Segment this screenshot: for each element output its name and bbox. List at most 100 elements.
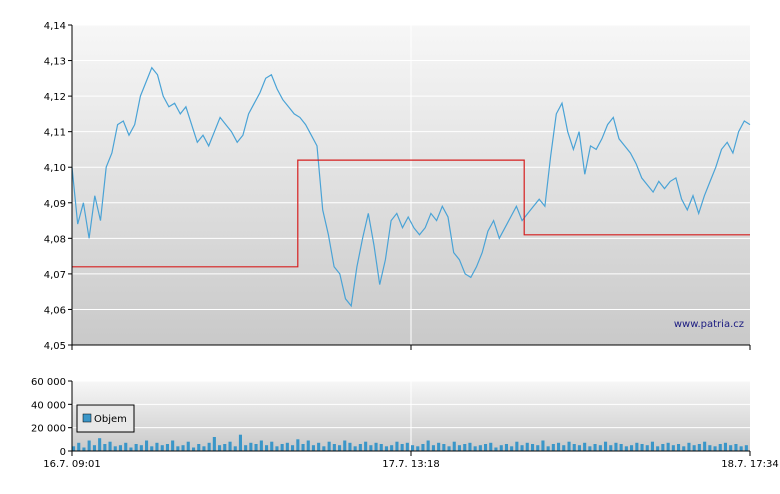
volume-bar (160, 445, 164, 451)
price-y-tick-label: 4,08 (44, 234, 66, 245)
volume-bar (640, 444, 644, 451)
volume-bar (369, 445, 373, 451)
volume-bar (708, 445, 712, 451)
volume-bar (348, 442, 352, 451)
reference-line-group (72, 159, 750, 268)
volume-bar (666, 442, 670, 451)
price-y-tick-label: 4,09 (44, 199, 66, 210)
volume-bar (139, 445, 143, 451)
volume-bar (604, 441, 608, 451)
volume-bar (635, 442, 639, 451)
volume-bar (238, 434, 242, 451)
x-tick-label: 17.7. 13:18 (382, 459, 439, 470)
volume-bar (358, 444, 362, 451)
volume-bar (395, 441, 399, 451)
volume-bar (583, 442, 587, 451)
volume-bar (400, 444, 404, 451)
volume-bar (150, 446, 154, 451)
volume-x-ticks (71, 451, 751, 456)
volume-bar (364, 441, 368, 451)
volume-bar (452, 441, 456, 451)
price-y-tick-label: 4,05 (44, 341, 66, 352)
price-y-tick-label: 4,11 (44, 128, 66, 139)
volume-bar (593, 444, 597, 451)
volume-bar (244, 445, 248, 451)
volume-bar (176, 446, 180, 451)
price-y-tick-label: 4,06 (44, 305, 66, 316)
volume-bar (661, 444, 665, 451)
volume-bar (473, 446, 477, 451)
volume-bar (437, 442, 441, 451)
price-grid (72, 24, 750, 345)
volume-bar (697, 444, 701, 451)
x-axis-labels: 16.7. 09:01 17.7. 13:18 18.7. 17:34 (43, 459, 778, 470)
legend-label: Objem (94, 414, 127, 425)
volume-bar (108, 441, 112, 451)
volume-bar (744, 445, 748, 451)
volume-bar (536, 445, 540, 451)
volume-y-tick-label: 40 000 (31, 400, 66, 411)
volume-bar (442, 444, 446, 451)
price-line-group (71, 66, 751, 308)
volume-bar (577, 445, 581, 451)
volume-bar (416, 446, 420, 451)
volume-bar (499, 445, 503, 451)
legend-swatch (82, 413, 92, 423)
volume-bar (588, 446, 592, 451)
volume-bar (515, 441, 519, 451)
volume-bar (468, 442, 472, 451)
volume-bar (118, 445, 122, 451)
volume-bar (155, 442, 159, 451)
volume-bar (718, 444, 722, 451)
volume-bar (103, 444, 107, 451)
volume-bar (223, 444, 227, 451)
volume-bar (734, 444, 738, 451)
volume-bar (520, 445, 524, 451)
volume-bar (207, 442, 211, 451)
volume-bar (124, 442, 128, 451)
volume-bar (77, 442, 81, 451)
volume-bar (562, 445, 566, 451)
volume-bar (411, 445, 415, 451)
price-y-tick-label: 4,12 (44, 92, 66, 103)
volume-bar (259, 440, 263, 451)
volume-bar (218, 445, 222, 451)
price-y-axis: 4,05 4,06 4,07 4,08 4,09 4,10 4,11 4,12 4,13 4,14 (44, 21, 72, 352)
volume-y-tick-label: 20 000 (31, 424, 66, 435)
volume-bar (197, 444, 201, 451)
volume-bar (567, 441, 571, 451)
volume-bar (671, 445, 675, 451)
volume-bar (677, 444, 681, 451)
volume-bar (87, 440, 91, 451)
volume-bar (317, 442, 321, 451)
volume-y-tick-label: 60 000 (31, 377, 66, 388)
volume-bars (72, 434, 748, 451)
volume-bar (489, 442, 493, 451)
volume-bar (609, 445, 613, 451)
volume-bar (405, 442, 409, 451)
volume-bar (551, 444, 555, 451)
volume-bar (113, 446, 117, 451)
price-y-tick-label: 4,14 (44, 21, 66, 32)
price-y-tick-label: 4,13 (44, 57, 66, 68)
volume-bar (353, 446, 357, 451)
volume-bar (181, 445, 185, 451)
volume-bar (322, 446, 326, 451)
volume-bar (614, 442, 618, 451)
volume-grid (72, 380, 750, 451)
volume-bar (254, 444, 258, 451)
volume-bar (275, 446, 279, 451)
price-x-ticks (71, 345, 751, 350)
volume-bar (463, 444, 467, 451)
volume-bar (212, 437, 216, 451)
volume-bar (598, 445, 602, 451)
volume-bar (384, 446, 388, 451)
volume-bar (145, 440, 149, 451)
volume-bar (457, 445, 461, 451)
volume-bar (687, 442, 691, 451)
volume-bar (291, 445, 295, 451)
volume-bar (311, 445, 315, 451)
volume-bar (72, 446, 76, 451)
